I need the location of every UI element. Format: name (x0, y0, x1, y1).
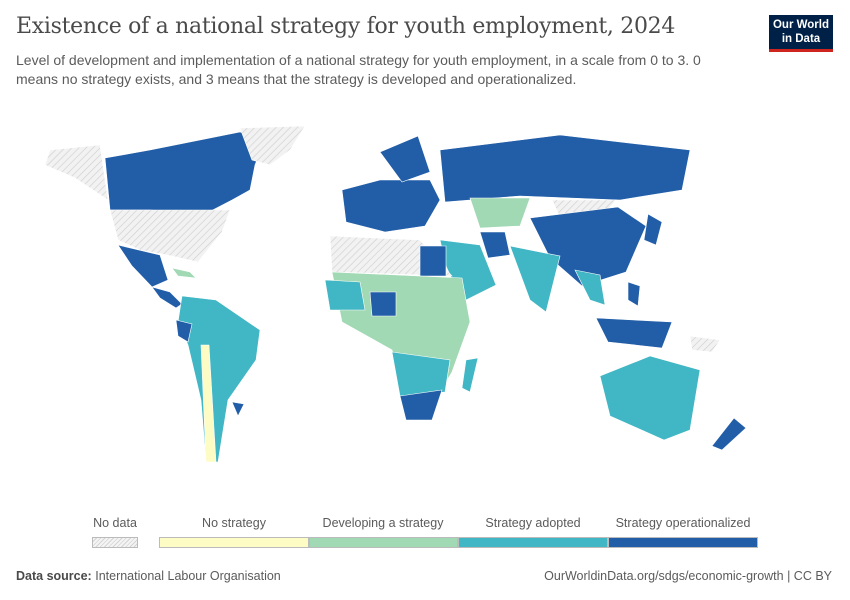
legend-bin-no-strategy[interactable] (159, 537, 309, 548)
legend-bin-adopted[interactable] (458, 537, 608, 548)
region-australia[interactable] (599, 355, 701, 441)
region-caribbean[interactable] (171, 267, 197, 279)
legend-bin-label: Strategy adopted (485, 516, 581, 530)
region-russia[interactable] (439, 134, 691, 203)
region-alaska[interactable] (44, 144, 109, 201)
region-mexico[interactable] (117, 244, 169, 288)
legend-bin-label: Developing a strategy (322, 516, 444, 530)
legend-bin-developing[interactable] (309, 537, 458, 548)
legend-no-data-label: No data (93, 516, 137, 530)
region-scandinavia[interactable] (379, 135, 431, 183)
world-map (44, 125, 747, 463)
region-canada[interactable] (104, 131, 266, 215)
region-philippines[interactable] (627, 281, 641, 307)
region-europe[interactable] (341, 179, 441, 233)
data-source-link[interactable]: International Labour Organisation (95, 569, 281, 583)
data-source-label: Data source: (16, 569, 92, 583)
owid-logo[interactable]: Our World in Data (769, 15, 833, 52)
region-central-america[interactable] (151, 286, 183, 309)
region-west-africa[interactable] (324, 279, 366, 311)
region-japan[interactable] (643, 213, 663, 246)
region-indonesia[interactable] (595, 317, 673, 349)
region-iran[interactable] (479, 231, 511, 259)
legend-bin-label: No strategy (202, 516, 266, 530)
page-subtitle: Level of development and implementation … (16, 52, 701, 87)
region-madagascar[interactable] (461, 357, 479, 393)
region-southeast-asia[interactable] (574, 269, 606, 306)
data-source: Data source: International Labour Organi… (16, 569, 281, 583)
region-southern-africa[interactable] (391, 351, 451, 397)
region-egypt[interactable] (419, 245, 447, 277)
legend-no-data-swatch[interactable] (92, 537, 138, 548)
region-papua-new-guinea[interactable] (689, 335, 721, 353)
page-title: Existence of a national strategy for you… (16, 14, 676, 39)
region-greenland[interactable] (239, 125, 306, 166)
region-ecuador[interactable] (175, 319, 193, 343)
legend-bin-label: Strategy operationalized (615, 516, 751, 530)
region-south-america[interactable] (177, 295, 261, 463)
region-new-zealand[interactable] (711, 417, 747, 451)
region-chile[interactable] (200, 344, 217, 463)
region-central-asia[interactable] (469, 197, 531, 229)
source-url[interactable]: OurWorldinData.org/sdgs/economic-growth … (544, 569, 832, 583)
region-south-africa[interactable] (399, 389, 443, 421)
region-uruguay[interactable] (231, 401, 245, 417)
region-united-states[interactable] (109, 209, 231, 263)
legend-bin-operationalized[interactable] (608, 537, 758, 548)
region-nigeria[interactable] (369, 291, 397, 317)
region-india[interactable] (509, 245, 561, 313)
